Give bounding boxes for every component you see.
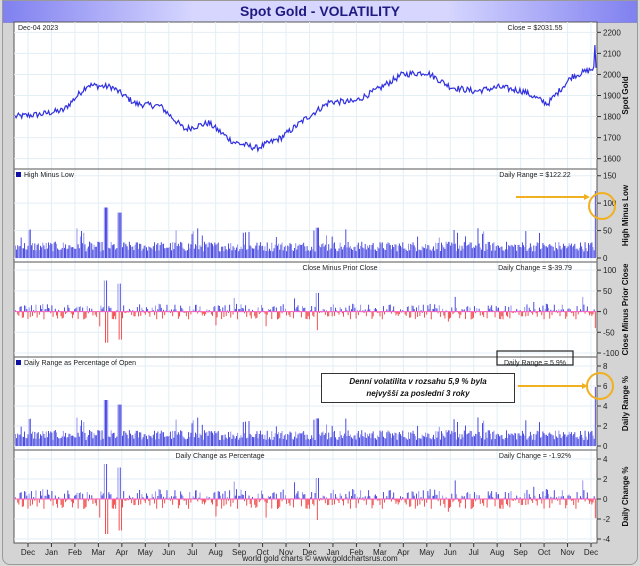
y-tick-label: 6: [603, 382, 608, 391]
x-axis-label: Dec: [302, 548, 316, 557]
y-tick-label: -4: [603, 535, 611, 544]
highlight-circle: [588, 192, 616, 220]
x-axis-label: Sep: [232, 548, 247, 557]
footer-credit: world gold charts © www.goldchartsrus.co…: [242, 554, 398, 563]
x-axis-label: Mar: [91, 548, 105, 557]
chart-title: Spot Gold - VOLATILITY: [240, 3, 400, 19]
price-line: [14, 44, 597, 153]
series-legend: High Minus Low: [24, 172, 75, 179]
y-tick-label: 1700: [603, 134, 621, 143]
y-axis-title: Daily Range %: [621, 376, 630, 431]
y-tick-label: 1600: [603, 155, 621, 164]
x-axis-label: Apr: [116, 548, 129, 557]
y-axis-title: Daily Change %: [621, 466, 630, 526]
value-label: Daily Range = 5.9%: [504, 360, 566, 367]
x-axis-label: Jan: [45, 548, 58, 557]
x-axis-label: Aug: [490, 548, 504, 557]
value-label: Close = $2031.55: [507, 25, 562, 32]
x-axis-label: May: [419, 548, 434, 557]
value-label: Daily Change = $-39.79: [498, 265, 572, 272]
bar-series: [15, 191, 596, 258]
x-axis-label: Aug: [209, 548, 223, 557]
x-axis-label: Mar: [373, 548, 387, 557]
y-tick-label: 150: [603, 172, 617, 181]
x-axis-label: Oct: [256, 548, 269, 557]
x-axis-label: Jul: [469, 548, 479, 557]
y-tick-label: 50: [603, 227, 612, 236]
plot-area: [13, 21, 598, 544]
x-axis-label: Jun: [162, 548, 175, 557]
value-label: Daily Change = -1.92%: [499, 453, 571, 460]
x-axis-label: Sep: [514, 548, 529, 557]
y-tick-label: 2200: [603, 28, 621, 37]
x-axis-label: Apr: [397, 548, 410, 557]
y-tick-label: 1800: [603, 113, 621, 122]
bar-series: [15, 280, 596, 343]
y-tick-label: 1900: [603, 92, 621, 101]
series-legend: Daily Range as Percentage of Open: [24, 360, 136, 367]
y-axis-title: Close Minus Prior Close: [621, 263, 630, 356]
y-tick-label: 2000: [603, 70, 621, 79]
x-axis-label: Dec: [584, 548, 598, 557]
y-tick-label: 0: [603, 442, 608, 451]
y-axis-title: High Minus Low: [621, 184, 630, 246]
y-tick-label: 100: [603, 266, 617, 275]
y-tick-label: 0: [603, 254, 608, 263]
y-tick-label: 2: [603, 422, 608, 431]
bar-series: [15, 464, 596, 534]
series-legend: Daily Change as Percentage: [175, 453, 264, 460]
x-axis-label: Feb: [350, 548, 364, 557]
y-tick-label: 0: [603, 308, 608, 317]
x-axis-label: Jun: [444, 548, 457, 557]
value-label: Daily Range = $122.22: [499, 172, 571, 179]
y-tick-label: 8: [603, 362, 608, 371]
x-axis-label: Jul: [187, 548, 197, 557]
date-label: Dec-04 2023: [18, 25, 58, 32]
y-tick-label: -100: [603, 349, 620, 358]
y-tick-label: 4: [603, 455, 608, 464]
x-axis-label: Feb: [68, 548, 82, 557]
callout-line-1: Denní volatilita v rozsahu 5,9 % byla: [349, 377, 487, 386]
x-axis-label: Oct: [538, 548, 551, 557]
y-tick-label: 50: [603, 287, 612, 296]
y-tick-label: -2: [603, 515, 611, 524]
y-tick-label: 4: [603, 402, 608, 411]
x-axis-label: Nov: [279, 548, 293, 557]
callout-line-2: nejvyšší za poslední 3 roky: [366, 389, 470, 398]
y-tick-label: -50: [603, 328, 615, 337]
series-legend: Close Minus Prior Close: [302, 265, 377, 272]
y-tick-label: 0: [603, 495, 608, 504]
y-tick-label: 100: [603, 199, 617, 208]
y-axis-title: Spot Gold: [621, 76, 630, 114]
y-tick-label: 2: [603, 475, 608, 484]
bar-series: [15, 387, 596, 446]
x-axis-label: May: [138, 548, 153, 557]
x-axis-label: Jan: [327, 548, 340, 557]
annotation-callout: Denní volatilita v rozsahu 5,9 % byla ne…: [321, 373, 515, 403]
y-tick-label: 2100: [603, 49, 621, 58]
x-axis-label: Nov: [560, 548, 574, 557]
x-axis-label: Dec: [21, 548, 35, 557]
